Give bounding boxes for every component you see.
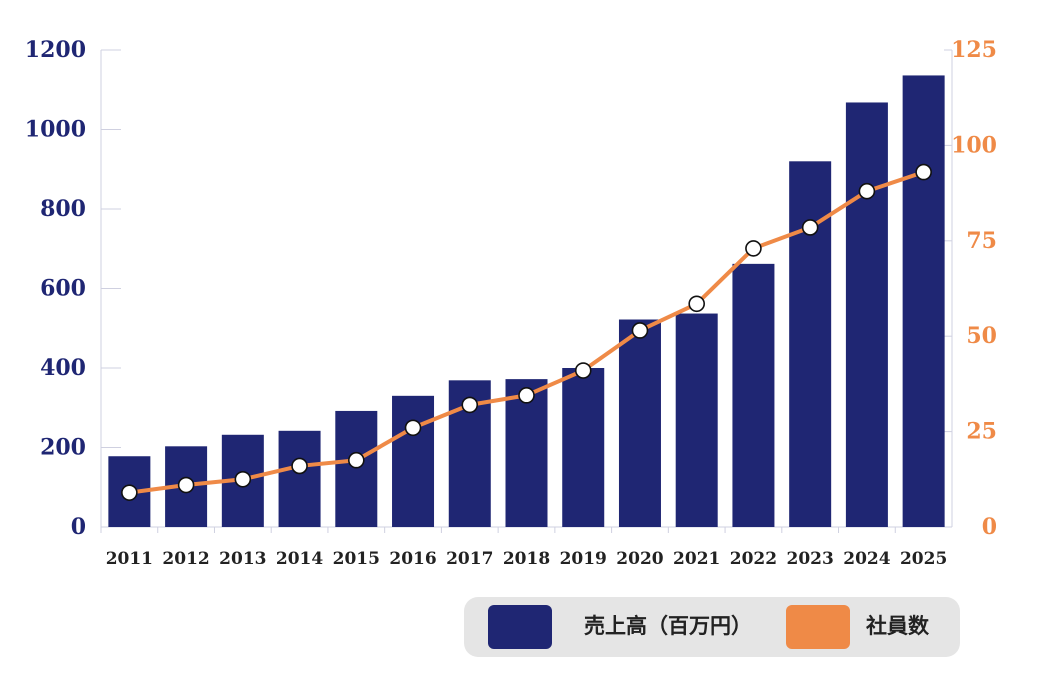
left-tick-label: 800	[40, 196, 86, 222]
right-tick-label: 25	[966, 419, 997, 445]
point-employees	[177, 476, 195, 494]
x-tick-label: 2016	[389, 549, 436, 569]
right-tick-label: 0	[982, 514, 997, 540]
legend-swatch-sales	[488, 605, 552, 649]
x-tick-label: 2015	[333, 549, 380, 569]
x-tick-label: 2017	[446, 549, 493, 569]
bar-sales	[675, 313, 718, 527]
left-tick-label: 200	[40, 435, 86, 461]
right-tick-label: 50	[966, 323, 997, 349]
left-tick-label: 0	[71, 514, 86, 540]
left-tick-label: 400	[40, 355, 86, 381]
legend-swatch-employees	[786, 605, 850, 649]
point-employees	[234, 470, 252, 488]
x-tick-label: 2013	[219, 549, 266, 569]
bar-sales	[505, 379, 548, 527]
labels-layer: 0 200 400 600 800 1000 1200 0 25 50 75 100 125 2011 20…	[25, 37, 997, 569]
x-tick-label: 2024	[843, 549, 890, 569]
left-tick-label: 1200	[25, 37, 86, 63]
x-tick-label: 2018	[503, 549, 550, 569]
bar-sales	[902, 75, 945, 527]
legend-label-sales: 売上高（百万円）	[584, 614, 752, 638]
right-tick-label: 125	[951, 37, 997, 63]
x-tick-label: 2025	[900, 549, 947, 569]
line-layer	[121, 163, 932, 501]
point-employees	[347, 451, 365, 469]
point-employees	[461, 396, 479, 414]
point-employees	[688, 295, 706, 313]
point-employees	[404, 419, 422, 437]
right-tick-label: 100	[951, 132, 997, 158]
point-employees	[915, 163, 932, 181]
point-employees	[745, 240, 762, 257]
point-employees	[631, 322, 649, 339]
x-tick-label: 2020	[616, 549, 663, 569]
x-tick-label: 2011	[106, 549, 153, 569]
bar-sales	[618, 319, 661, 527]
left-tick-label: 1000	[25, 117, 86, 143]
legend: 売上高（百万円） 社員数	[464, 597, 960, 657]
point-employees	[858, 182, 876, 200]
x-tick-label: 2022	[730, 549, 777, 569]
bar-sales	[845, 102, 888, 527]
point-employees	[574, 362, 592, 379]
x-tick-label: 2014	[276, 549, 323, 569]
point-employees	[801, 219, 819, 236]
point-employees	[518, 387, 535, 404]
right-tick-label: 75	[966, 228, 997, 254]
left-tick-label: 600	[40, 276, 86, 302]
x-tick-label: 2023	[787, 549, 834, 569]
bar-sales	[278, 430, 321, 527]
bars-layer	[108, 75, 945, 528]
bar-sales	[335, 410, 378, 527]
legend-label-employees: 社員数	[866, 614, 929, 638]
bar-sales	[392, 395, 435, 527]
x-tick-label: 2019	[560, 549, 607, 569]
x-tick-label: 2012	[162, 549, 209, 569]
x-tick-label: 2021	[673, 549, 720, 569]
bar-sales	[732, 263, 775, 527]
point-employees	[121, 484, 138, 501]
point-employees	[291, 457, 308, 475]
bar-sales	[562, 368, 605, 527]
